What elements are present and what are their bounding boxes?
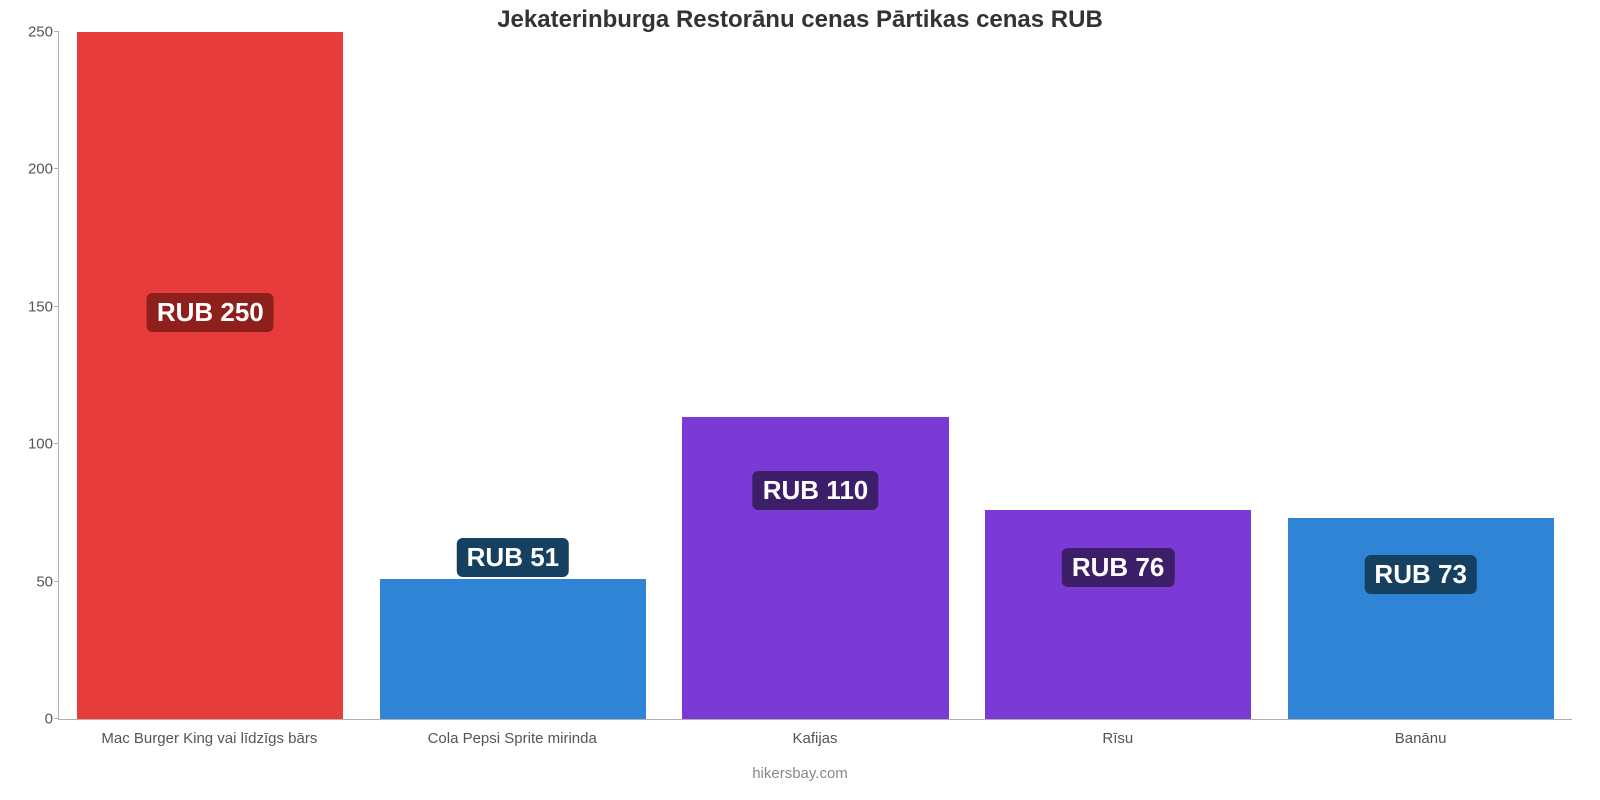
y-tick-label: 50 xyxy=(13,573,53,590)
y-tick-label: 100 xyxy=(13,436,53,453)
x-axis-label: Kafijas xyxy=(664,726,967,747)
bar-slot: RUB 110 xyxy=(664,32,967,719)
value-badge: RUB 73 xyxy=(1364,555,1476,594)
bar: RUB 250 xyxy=(77,32,343,719)
y-tick-mark xyxy=(54,443,59,444)
x-axis-label: Mac Burger King vai līdzīgs bārs xyxy=(58,726,361,747)
price-bar-chart: Jekaterinburga Restorānu cenas Pārtikas … xyxy=(0,0,1600,800)
bars-group: RUB 250 RUB 51 RUB 110 RUB 76 RUB 73 xyxy=(59,32,1572,719)
bar-slot: RUB 76 xyxy=(967,32,1270,719)
y-tick-mark xyxy=(54,31,59,32)
value-badge: RUB 110 xyxy=(753,471,879,510)
chart-footer: hikersbay.com xyxy=(0,765,1600,782)
value-badge: RUB 76 xyxy=(1062,548,1174,587)
bar: RUB 51 xyxy=(380,579,646,719)
bar: RUB 110 xyxy=(682,417,948,719)
y-tick-mark xyxy=(54,718,59,719)
x-axis-labels: Mac Burger King vai līdzīgs bārsCola Pep… xyxy=(58,726,1572,747)
bar: RUB 73 xyxy=(1288,518,1554,719)
y-tick-label: 250 xyxy=(13,24,53,41)
y-tick-label: 200 xyxy=(13,161,53,178)
x-axis-label: Cola Pepsi Sprite mirinda xyxy=(361,726,664,747)
y-tick-mark xyxy=(54,306,59,307)
y-tick-label: 150 xyxy=(13,298,53,315)
plot-area: RUB 250RUB 51RUB 110RUB 76RUB 73 0501001… xyxy=(58,32,1572,720)
y-tick-label: 0 xyxy=(13,711,53,728)
chart-title: Jekaterinburga Restorānu cenas Pārtikas … xyxy=(0,0,1600,34)
x-axis-label: Rīsu xyxy=(966,726,1269,747)
bar-slot: RUB 51 xyxy=(362,32,665,719)
bar-slot: RUB 73 xyxy=(1269,32,1572,719)
bar: RUB 76 xyxy=(985,510,1251,719)
bar-slot: RUB 250 xyxy=(59,32,362,719)
y-tick-mark xyxy=(54,168,59,169)
y-tick-mark xyxy=(54,581,59,582)
x-axis-label: Banānu xyxy=(1269,726,1572,747)
value-badge: RUB 51 xyxy=(457,538,569,577)
value-badge: RUB 250 xyxy=(147,293,274,332)
